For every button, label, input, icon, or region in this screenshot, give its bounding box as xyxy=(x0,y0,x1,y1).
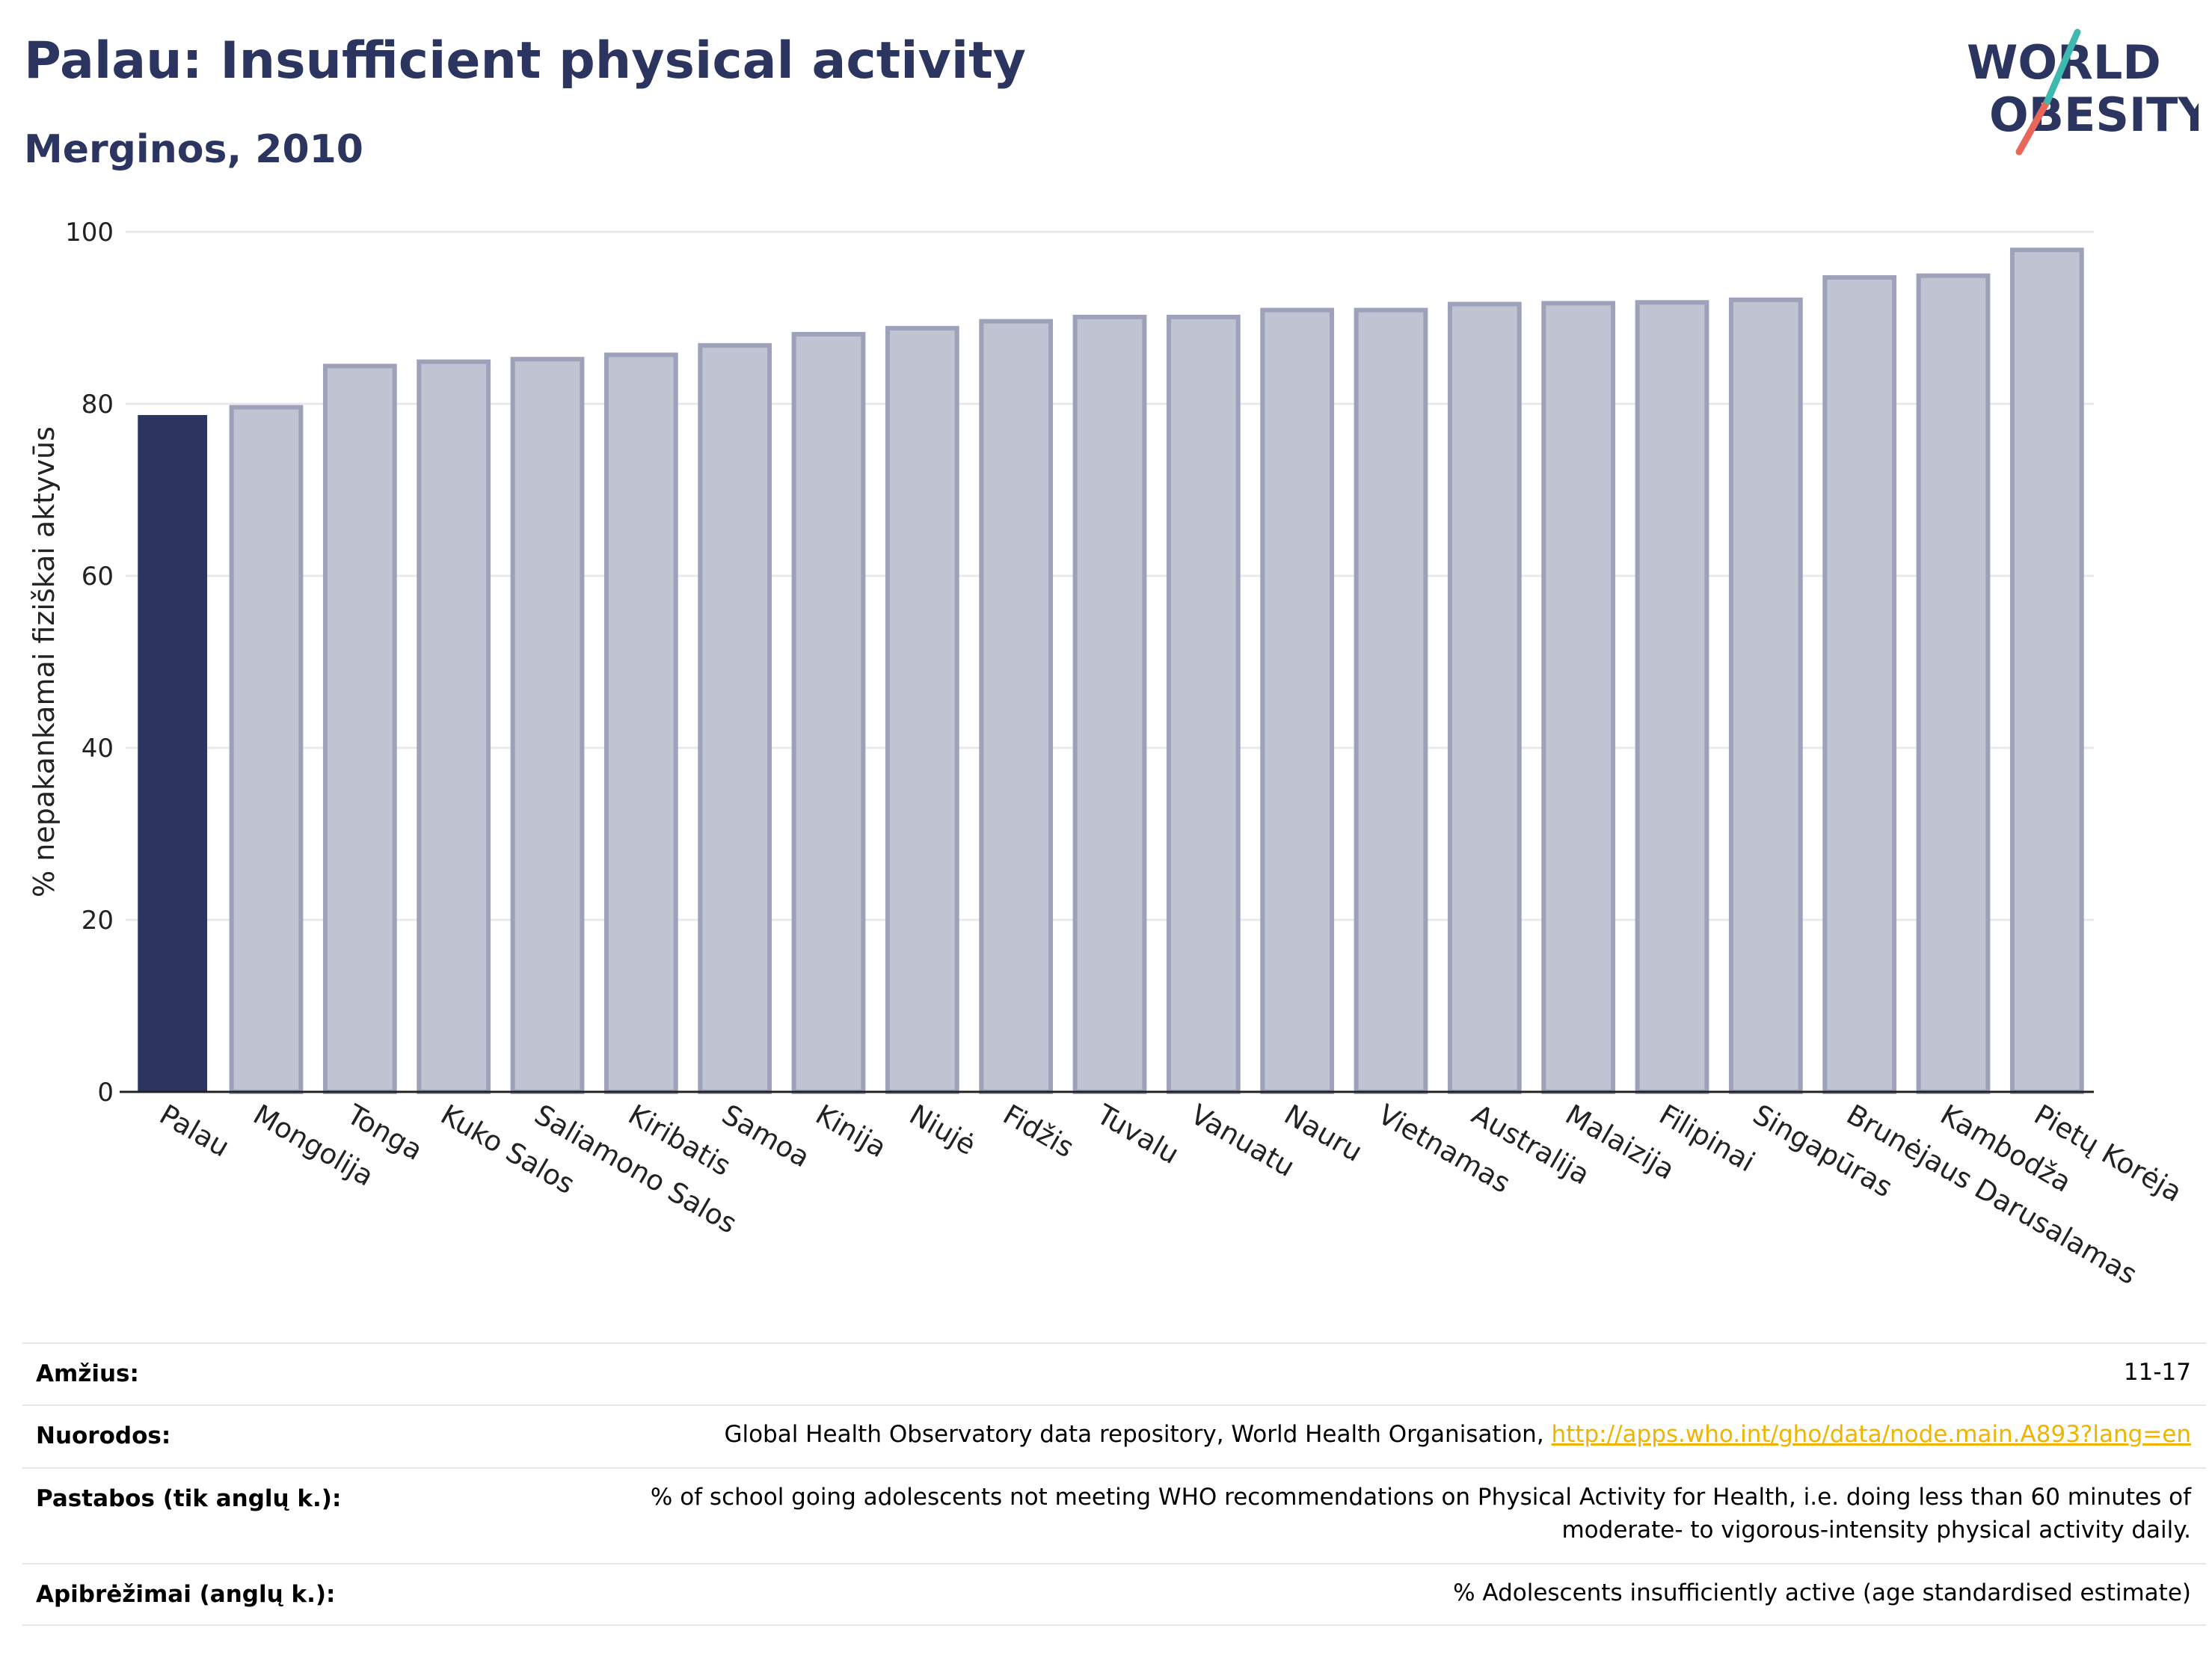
bar-chart: 0 20 40 60 80 100 % nepakankamai fiziškai akty… xyxy=(28,218,2187,1291)
bar-13 xyxy=(1260,307,1335,1094)
meta-value: % Adolescents insufficiently active (age… xyxy=(396,1576,2191,1609)
bar-20 xyxy=(1916,273,1991,1094)
y-tick-label: 0 xyxy=(97,1078,114,1108)
meta-value: 11-17 xyxy=(396,1356,2191,1389)
meta-value-text: % of school going adolescents not meetin… xyxy=(650,1484,2191,1544)
bar-18 xyxy=(1728,297,1803,1095)
bar-4 xyxy=(417,359,491,1094)
meta-label: Nuorodos: xyxy=(36,1422,171,1449)
meta-row: Nuorodos: Global Health Observatory data … xyxy=(22,1404,2206,1469)
bar-9 xyxy=(885,325,959,1094)
bar-15 xyxy=(1447,301,1522,1095)
x-tick-label: Fidžis xyxy=(998,1099,1079,1164)
meta-value-text: 11-17 xyxy=(2123,1359,2191,1386)
x-tick-label: Tuvalu xyxy=(1091,1098,1185,1170)
x-tick-label: Kinija xyxy=(811,1099,892,1164)
bar-10 xyxy=(979,319,1054,1095)
meta-value-text: Global Health Observatory data repositor… xyxy=(724,1421,1552,1448)
meta-value: % of school going adolescents not meetin… xyxy=(621,1481,2191,1547)
meta-bottom-border xyxy=(22,1624,2206,1626)
bar-3 xyxy=(322,363,397,1094)
y-tick-label: 80 xyxy=(82,390,114,420)
source-link[interactable]: http://apps.who.int/gho/data/node.main.A… xyxy=(1551,1421,2191,1448)
x-tick-label: Vanuatu xyxy=(1185,1099,1300,1184)
y-axis-label: % nepakankamai fiziškai aktyvūs xyxy=(28,426,61,897)
meta-value: Global Health Observatory data repositor… xyxy=(396,1418,2191,1451)
bar-5 xyxy=(510,357,585,1094)
page-title: Palau: Insufficient physical activity xyxy=(24,31,1026,90)
bar-19 xyxy=(1822,274,1897,1095)
meta-row: Amžius: 11-17 xyxy=(22,1342,2206,1406)
world-obesity-logo: WORLD OBESITY xyxy=(1967,28,2199,156)
bar-8 xyxy=(791,331,866,1095)
logo-line2: OBESITY xyxy=(1989,87,2199,142)
bar-16 xyxy=(1541,301,1616,1095)
bar-2 xyxy=(229,405,304,1094)
bar-11 xyxy=(1072,314,1147,1095)
x-tick-label: Niujė xyxy=(904,1099,981,1161)
y-tick-label: 100 xyxy=(65,218,114,248)
page-subtitle: Merginos, 2010 xyxy=(24,127,363,172)
meta-label: Pastabos (tik anglų k.): xyxy=(36,1485,342,1512)
y-tick-label: 20 xyxy=(82,906,114,936)
bar-12 xyxy=(1166,314,1241,1095)
y-tick-label: 40 xyxy=(82,734,114,764)
bar-17 xyxy=(1635,300,1709,1094)
meta-row: Apibrėžimai (anglų k.): % Adolescents ins… xyxy=(22,1563,2206,1624)
meta-row: Pastabos (tik anglų k.): % of school goin… xyxy=(22,1467,2206,1565)
x-tick-label: Palau xyxy=(154,1099,235,1164)
meta-label: Amžius: xyxy=(36,1360,139,1387)
bar-7 xyxy=(698,343,772,1094)
bar-14 xyxy=(1354,307,1428,1094)
meta-value-text: % Adolescents insufficiently active (age… xyxy=(1453,1579,2191,1606)
bar-21 xyxy=(2009,248,2084,1094)
bar-6 xyxy=(603,352,678,1094)
y-tick-label: 60 xyxy=(82,562,114,592)
bar-1 xyxy=(138,414,208,1092)
meta-label: Apibrėžimai (anglų k.): xyxy=(36,1581,336,1608)
